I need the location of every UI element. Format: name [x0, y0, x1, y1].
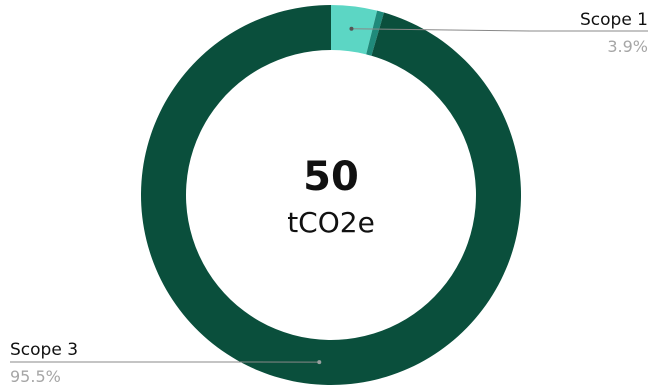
center-unit-label: tCO2e — [287, 206, 375, 239]
slice-percent-scope-3: 95.5% — [10, 367, 61, 386]
leader-lines — [10, 26, 648, 365]
donut-slices — [140, 5, 521, 386]
center-total-value: 50 — [303, 154, 359, 200]
leader-dot-scope-3 — [317, 360, 322, 365]
slice-percent-scope-1: 3.9% — [607, 37, 648, 56]
slice-scope-1 — [331, 5, 378, 55]
slice-label-scope-3: Scope 3 — [10, 340, 78, 360]
slice-scope-2 — [366, 10, 385, 56]
leader-dot-scope-1 — [349, 26, 354, 31]
leader-line-scope-1 — [351, 28, 648, 32]
slice-label-scope-1: Scope 1 — [580, 10, 648, 30]
